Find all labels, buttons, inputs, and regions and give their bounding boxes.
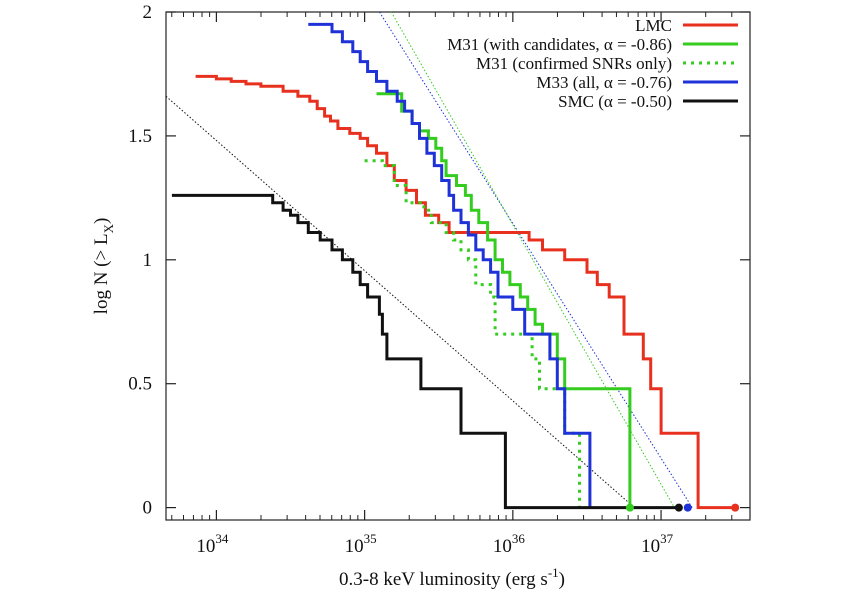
y-tick-label: 0.5 bbox=[128, 374, 152, 395]
m31-with-candidates-0-86-series bbox=[376, 92, 632, 508]
m31-fit-line bbox=[390, 11, 675, 508]
x-tick-label: 1035 bbox=[345, 531, 377, 557]
x-tick-label: 1036 bbox=[493, 531, 526, 557]
y-tick-label: 2 bbox=[143, 2, 153, 23]
m33-all-0-76-end-dot bbox=[683, 503, 692, 512]
smc-fit-line bbox=[165, 95, 635, 508]
fit-lines bbox=[165, 11, 693, 508]
ticks-layer: 1034 1035 1036 1037 0 0.5 1 1.5 2 bbox=[128, 2, 750, 557]
legend-label: M33 (all, α = -0.76) bbox=[536, 73, 672, 92]
legend-label: LMC bbox=[635, 16, 672, 35]
y-tick-label: 1 bbox=[143, 250, 153, 271]
y-tick-label: 0 bbox=[143, 498, 153, 519]
x-tick-label: 1034 bbox=[196, 531, 229, 557]
series-lines bbox=[171, 22, 736, 510]
lmc-end-dot bbox=[731, 503, 740, 512]
y-tick-label: 1.5 bbox=[128, 126, 152, 147]
x-axis-title: 0.3-8 keV luminosity (erg s-1) bbox=[339, 565, 565, 590]
m31-confirmed-snrs-only-series bbox=[364, 159, 581, 508]
x-tick-label: 1037 bbox=[641, 531, 674, 557]
plot-area bbox=[165, 11, 751, 521]
m31-with-candidates-0-86-end-dot bbox=[625, 503, 634, 512]
legend-label: SMC (α = -0.50) bbox=[558, 92, 672, 111]
legend-label: M31 (confirmed SNRs only) bbox=[476, 54, 672, 73]
smc-0-50-end-dot bbox=[674, 503, 683, 512]
endpoint-dots bbox=[625, 503, 740, 512]
smc-0-50-series bbox=[171, 193, 679, 510]
m33-all-0-76-series bbox=[308, 22, 592, 508]
y-axis-title: log N (> LX) bbox=[91, 218, 116, 315]
legend-label: M31 (with candidates, α = -0.86) bbox=[447, 35, 672, 54]
lmc-series bbox=[195, 74, 736, 510]
